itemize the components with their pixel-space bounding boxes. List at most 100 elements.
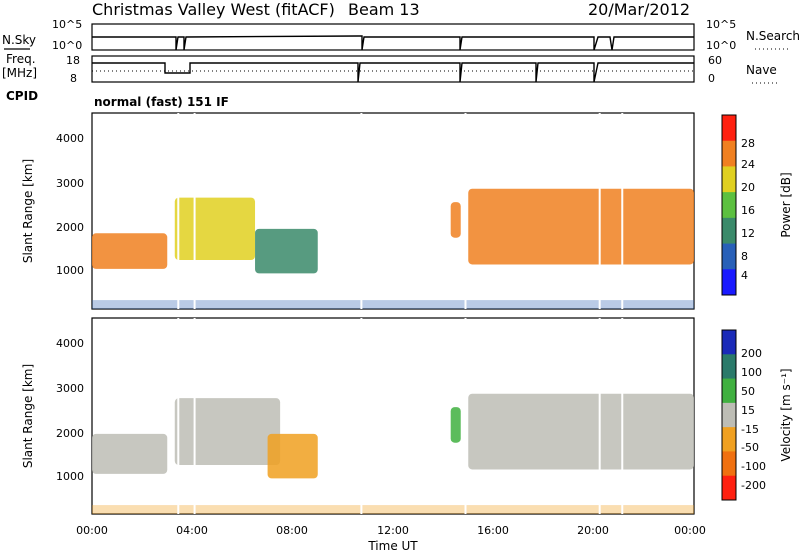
power-data [92,113,694,309]
power-colorbar-frame [721,114,737,296]
colorbar-segment-4 [722,427,736,452]
echo-band-0 [92,233,168,269]
xtick-0800: 08:00 [276,524,308,537]
echo-band-3 [450,202,461,238]
nsky-label: N.Sky [2,33,36,47]
xaxis-label: Time UT [367,539,418,553]
nave-tick-low: 0 [708,72,715,85]
data-gap-4 [598,318,601,514]
colorbar-segment-0 [722,330,736,355]
xtick-0000: 00:00 [76,524,108,537]
colorbar-segment-5 [722,243,736,270]
data-gap-4 [598,113,601,309]
cpid-value: normal (fast) 151 IF [94,95,229,109]
velocity-cb-tick-200: 200 [741,347,762,360]
power-cb-tick-4: 4 [741,269,748,282]
colorbar-segment-2 [722,378,736,404]
velocity-cb-tick-m50: -50 [741,441,759,454]
xtick-2400: 00:00 [674,524,706,537]
xtick-1600: 16:00 [477,524,509,537]
echo-band-2 [267,433,318,479]
echo-band-3 [450,407,461,443]
velocity-cb-tick-m15: -15 [741,423,759,436]
colorbar-segment-2 [722,166,736,193]
station-title: Christmas Valley West (fitACF) [92,0,335,19]
nsky-trace [92,35,694,51]
velocity-cb-tick-50: 50 [741,385,755,398]
power-ylabel: Slant Range [km] [21,159,35,263]
colorbar-segment-1 [722,140,736,167]
colorbar-segment-6 [722,475,736,501]
power-cb-tick-12: 12 [741,227,755,240]
echo-band-1 [174,398,281,465]
date-label: 20/Mar/2012 [588,0,690,19]
data-gap-3 [464,113,467,309]
freq-tick-high: 18 [66,54,80,67]
data-gap-2 [360,113,363,309]
power-cb-tick-16: 16 [741,204,755,217]
velocity-cb-tick-m200: -200 [741,479,766,492]
beam-label: Beam 13 [348,0,420,19]
power-ytick-3000: 3000 [56,177,84,190]
data-gap-0 [177,113,180,309]
cpid-label: CPID [6,89,38,103]
data-gap-2 [360,318,363,514]
power-colorbar-label: Power [dB] [779,172,793,237]
echo-band-4 [468,393,694,470]
echo-band-0 [92,433,168,474]
velocity-cb-tick-m100: -100 [741,460,766,473]
data-gap-5 [621,113,624,309]
nave-label: Nave [746,63,777,77]
power-cb-tick-20: 20 [741,181,755,194]
velocity-data [92,318,694,514]
nsearch-label: N.Search [746,29,800,43]
velocity-colorbar-label: Velocity [m s⁻¹] [779,368,793,461]
velocity-yticks: 1000 2000 3000 4000 [56,337,84,483]
colorbar-segment-5 [722,451,736,477]
velocity-colorbar-frame [721,329,737,501]
power-colorbar-ticks: 4 8 12 16 20 24 28 [741,137,755,282]
freq-tick-low: 8 [70,72,77,85]
echo-band-4 [468,188,694,265]
power-ytick-2000: 2000 [56,221,84,234]
power-cb-tick-8: 8 [741,250,748,263]
near-range-scatter [92,300,694,309]
colorbar-segment-1 [722,354,736,380]
freq-trace [92,62,694,83]
power-ytick-1000: 1000 [56,264,84,277]
power-cb-tick-24: 24 [741,158,755,171]
colorbar-segment-6 [722,269,736,296]
colorbar-segment-4 [722,217,736,245]
data-gap-1 [193,318,196,514]
colorbar-segment-0 [722,115,736,142]
nsearch-tick-low: 10^0 [706,39,736,52]
power-yticks: 1000 2000 3000 4000 [56,132,84,277]
velocity-ytick-2000: 2000 [56,427,84,440]
nsky-tick-low: 10^0 [52,39,82,52]
power-colorbar [722,115,736,296]
echo-band-2 [255,228,318,274]
data-gap-1 [193,113,196,309]
velocity-ytick-1000: 1000 [56,470,84,483]
xtick-1200: 12:00 [377,524,409,537]
echo-band-1 [174,197,256,260]
colorbar-segment-3 [722,192,736,219]
freq-unit: [MHz] [2,66,37,80]
velocity-colorbar [722,330,736,501]
freq-panel-frame [91,55,695,83]
velocity-cb-tick-100: 100 [741,366,762,379]
nsky-tick-high: 10^5 [52,18,82,31]
nsearch-tick-high: 10^5 [706,18,736,31]
velocity-colorbar-ticks: 200 100 50 15 -15 -50 -100 -200 [741,347,766,492]
colorbar-segment-3 [722,402,736,428]
data-gap-0 [177,318,180,514]
power-cb-tick-28: 28 [741,137,755,150]
velocity-ytick-3000: 3000 [56,382,84,395]
velocity-cb-tick-15: 15 [741,404,755,417]
data-gap-3 [464,318,467,514]
xtick-2000: 20:00 [577,524,609,537]
near-range-scatter [92,505,694,514]
power-ytick-4000: 4000 [56,132,84,145]
xtick-0400: 04:00 [176,524,208,537]
